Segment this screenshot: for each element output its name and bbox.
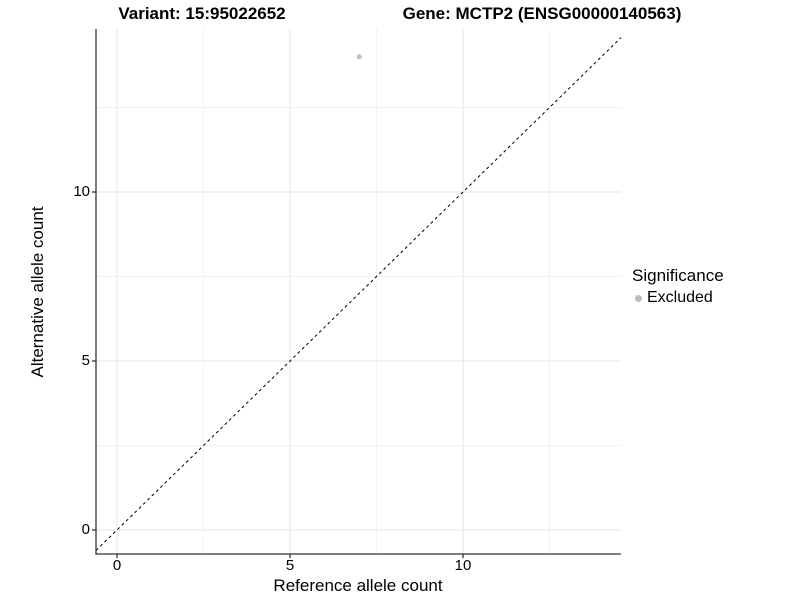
y-tick-label: 10	[73, 183, 90, 200]
y-axis-label: Alternative allele count	[28, 206, 47, 378]
legend-title: Significance	[632, 266, 724, 285]
x-axis-label: Reference allele count	[273, 576, 443, 595]
x-tick-label: 10	[454, 557, 472, 574]
variant-title: Variant: 15:95022652	[118, 4, 286, 23]
legend-item-excluded: Excluded	[632, 289, 724, 307]
gene-title: Gene: MCTP2 (ENSG00000140563)	[402, 4, 682, 23]
identity-dashed-line	[95, 37, 622, 551]
y-tick-label: 0	[81, 521, 90, 538]
y-tick-label: 5	[81, 352, 90, 369]
x-tick-label: 0	[112, 557, 122, 574]
legend-item-label: Excluded	[647, 289, 713, 306]
excluded-point-icon	[635, 294, 642, 302]
legend: Significance Excluded	[632, 266, 724, 307]
data-point-excluded	[356, 54, 362, 60]
x-tick-label: 5	[285, 557, 295, 574]
